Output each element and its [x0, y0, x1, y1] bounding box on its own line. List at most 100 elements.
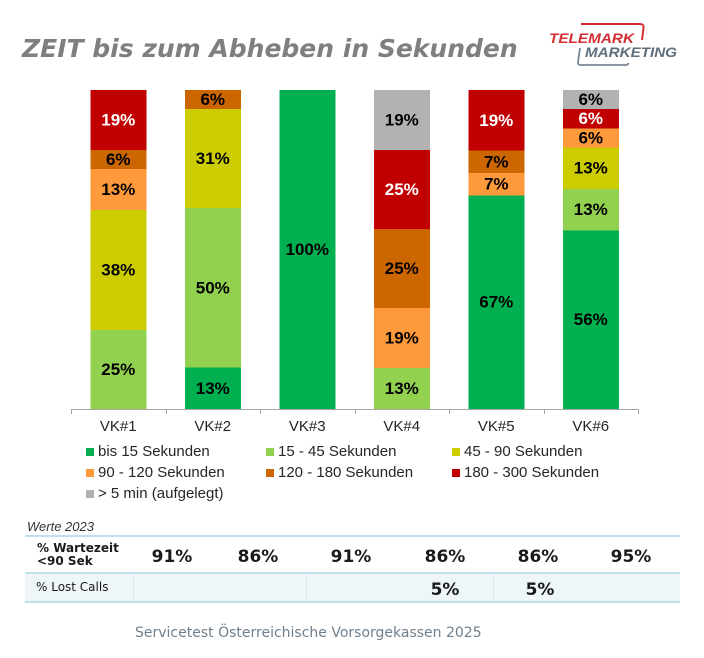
data-label: 67%: [479, 293, 513, 312]
bar-segment: [184, 208, 241, 368]
legend-label: 180 - 300 Sekunden: [464, 464, 600, 481]
legend-label: 15 - 45 Sekunden: [278, 443, 397, 460]
bar-segment: [373, 228, 430, 308]
footer-source: Servicetest Österreichische Vorsorgekass…: [135, 625, 482, 641]
row-label-line1: % Wartezeit: [37, 541, 119, 555]
category-label: VK#3: [289, 418, 326, 435]
legend-label: 120 - 180 Sekunden: [278, 464, 414, 481]
legend-label: 45 - 90 Sekunden: [464, 443, 583, 460]
bar-segment: [90, 150, 147, 169]
bar-segment: [373, 150, 430, 229]
data-label: 6%: [578, 128, 603, 147]
telemark-marketing-logo: TELEMARK MARKETING: [549, 23, 677, 66]
table-row-divider: [25, 572, 680, 574]
table-cell-divider: [306, 574, 307, 601]
data-label: 100%: [286, 240, 329, 259]
stacked-bar: 13% 19% 25% 25% 19%: [373, 90, 430, 409]
legend-swatch: [452, 448, 460, 456]
table-caption: Werte 2023: [27, 519, 94, 534]
data-label: 50%: [196, 278, 230, 297]
legend-label: > 5 min (aufgelegt): [98, 485, 224, 502]
category-label: VK#4: [383, 418, 420, 435]
table-cell: 86%: [517, 547, 559, 567]
data-label: 25%: [385, 180, 419, 199]
bar-segment: [373, 307, 430, 368]
stacked-bar: 13% 50% 31% 6%: [184, 90, 241, 409]
data-label: 19%: [385, 328, 419, 347]
bar-segment: [184, 109, 241, 209]
row-label: % Lost Calls: [36, 580, 109, 594]
logo-red-bracket: [581, 23, 645, 41]
data-label: 31%: [196, 149, 230, 168]
data-label: 13%: [574, 200, 608, 219]
bar-segment: [184, 90, 241, 110]
data-label: 19%: [479, 111, 513, 130]
table-cell: 95%: [610, 547, 652, 567]
stacked-bar-chart: 25% 38% 13% 6% 19% 13% 50% 31% 6% 100% 13% 19% 25% 25…: [71, 90, 639, 435]
bar-segment: [468, 90, 525, 151]
legend-swatch: [86, 448, 94, 456]
legend-label: 90 - 120 Sekunden: [98, 464, 225, 481]
legend-swatch: [266, 448, 274, 456]
legend-swatch: [86, 490, 94, 498]
category-label: VK#6: [572, 418, 609, 435]
table-cell-divider: [133, 574, 134, 601]
data-label: 25%: [385, 259, 419, 278]
table-cell: 91%: [330, 547, 372, 567]
bar-segment: [562, 90, 619, 110]
bar-segment: [373, 367, 430, 409]
row-label: % Wartezeit <90 Sek: [37, 542, 119, 568]
row-label-line2: <90 Sek: [37, 554, 93, 568]
table-cell-divider: [493, 574, 494, 601]
legend-swatch: [266, 469, 274, 477]
data-label: 6%: [106, 150, 131, 169]
table-cell: 5%: [525, 580, 555, 600]
bar-segment: [468, 172, 525, 196]
data-label: 6%: [200, 90, 225, 109]
data-label: 13%: [101, 180, 135, 199]
bars: 25% 38% 13% 6% 19% 13% 50% 31% 6% 100% 13% 19% 25% 25…: [90, 90, 619, 409]
stacked-bar: 100%: [279, 90, 336, 409]
table-top-border: [25, 535, 680, 537]
stacked-bar: 67% 7% 7% 19%: [468, 90, 525, 409]
data-label: 6%: [578, 109, 603, 128]
logo-line1: TELEMARK: [549, 30, 635, 46]
table-cell: 91%: [151, 547, 193, 567]
data-label: 56%: [574, 310, 608, 329]
bar-segment: [562, 188, 619, 231]
legend-swatch: [86, 469, 94, 477]
bar-segment: [468, 150, 525, 173]
data-label: 13%: [574, 159, 608, 178]
bar-segment: [90, 330, 147, 409]
bar-segment: [562, 230, 619, 409]
table-cell: 86%: [237, 547, 279, 567]
category-label: VK#5: [478, 418, 515, 435]
table-bottom-border: [25, 601, 680, 603]
stacked-bar: 56%13%13%6%6%6%: [562, 90, 619, 409]
data-label: 38%: [101, 261, 135, 280]
bar-segment: [562, 128, 619, 148]
category-label: VK#2: [194, 418, 231, 435]
data-label: 6%: [578, 90, 603, 109]
table-cell: 86%: [424, 547, 466, 567]
data-label: 7%: [484, 175, 509, 194]
bar-segment: [468, 195, 525, 409]
table-cell: 5%: [430, 580, 460, 600]
bar-segment: [90, 90, 147, 151]
category-label: VK#1: [100, 418, 137, 435]
bar-segment: [562, 109, 619, 129]
data-label: 19%: [101, 111, 135, 130]
logo-grey-bracket: [577, 47, 630, 66]
data-label: 13%: [196, 379, 230, 398]
data-label: 25%: [101, 360, 135, 379]
legend-label: bis 15 Sekunden: [98, 443, 210, 460]
chart-title: ZEIT bis zum Abheben in Sekunden: [22, 34, 518, 63]
bar-segment: [184, 367, 241, 409]
bar-segment: [279, 90, 336, 409]
data-label: 19%: [385, 111, 419, 130]
bar-segment: [373, 90, 430, 151]
data-label: 13%: [385, 379, 419, 398]
bar-segment: [90, 210, 147, 331]
legend-swatch: [452, 469, 460, 477]
table-row-background: [25, 574, 680, 601]
